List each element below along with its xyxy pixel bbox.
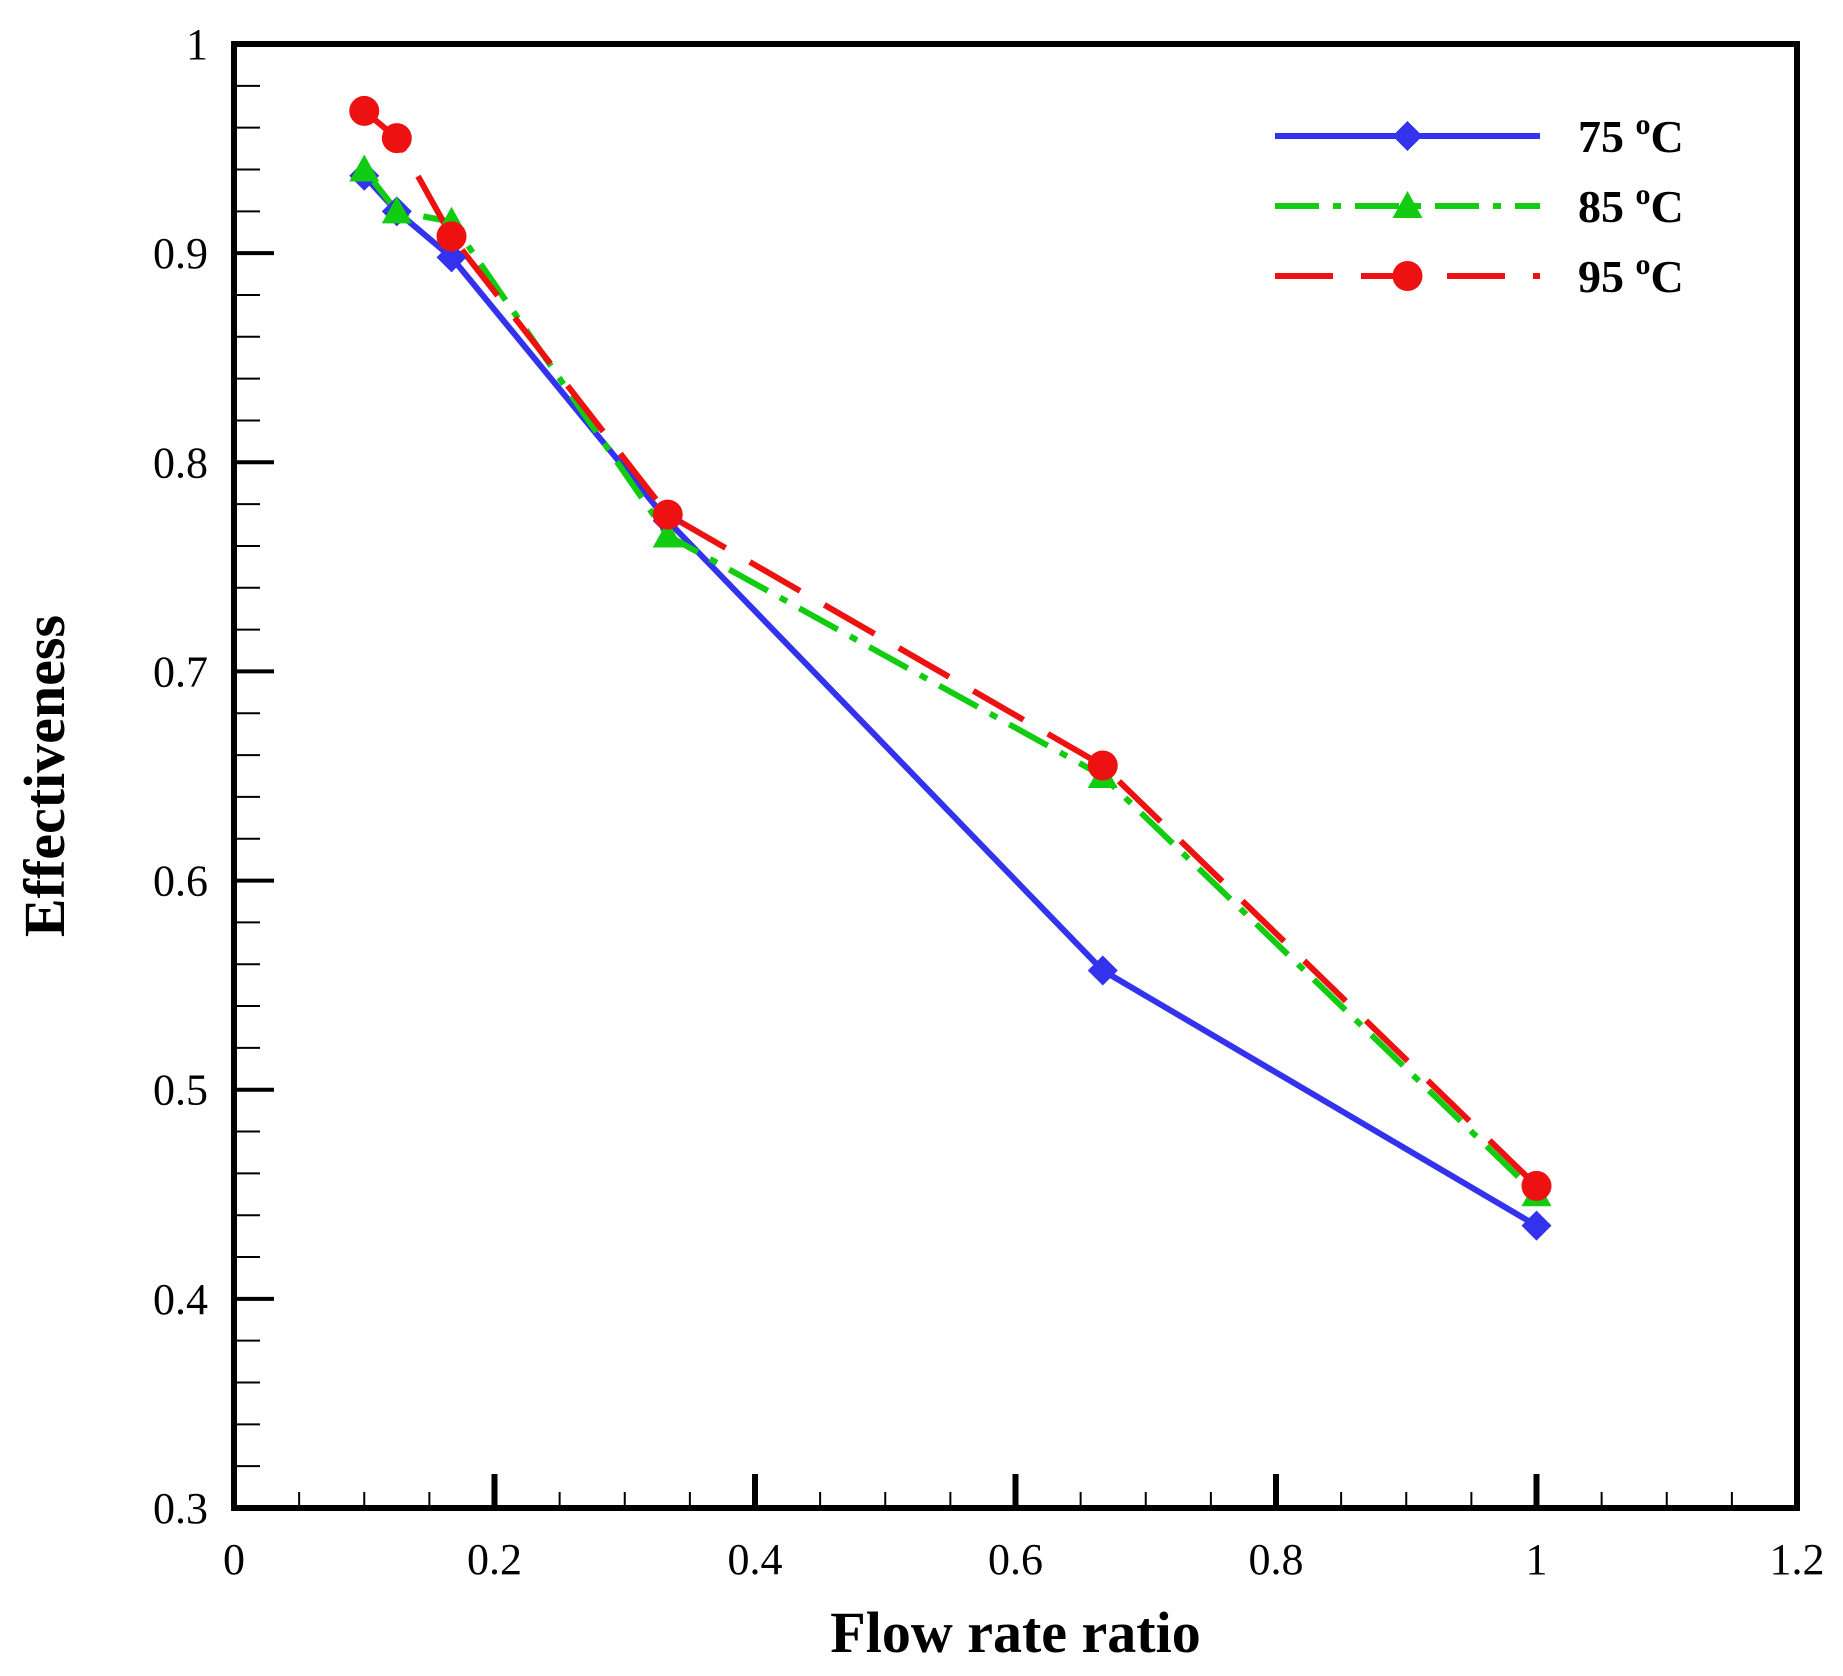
legend-marker-2 — [1392, 261, 1423, 291]
y-tick-label: 0.8 — [153, 438, 208, 487]
data-point-2 — [381, 123, 412, 154]
data-point-2 — [436, 221, 467, 252]
data-point-1 — [652, 520, 683, 548]
y-tick-label: 0.4 — [153, 1275, 208, 1324]
series-line-1 — [361, 167, 1539, 1197]
y-tick-label: 0.6 — [153, 857, 208, 906]
data-point-2 — [349, 95, 380, 126]
legend-label-2: 95 oC — [1578, 248, 1684, 302]
x-tick-label: 0.6 — [988, 1535, 1043, 1584]
data-point-1 — [381, 196, 412, 224]
plot-frame — [231, 41, 1800, 1511]
x-tick-label: 1 — [1526, 1535, 1548, 1584]
data-point-0 — [1087, 955, 1118, 986]
data-point-0 — [436, 242, 467, 273]
major-ticks — [231, 42, 1800, 1510]
series-markers — [349, 95, 1552, 1241]
x-tick-label: 0.2 — [467, 1535, 522, 1584]
legend-marker-1 — [1392, 191, 1423, 218]
y-tick-label: 0.9 — [153, 229, 208, 278]
x-tick-label: 0.4 — [728, 1535, 783, 1584]
legend-label-1: 85 oC — [1578, 178, 1684, 232]
series-line-0 — [362, 173, 1539, 1229]
x-tick-label: 1.2 — [1770, 1535, 1825, 1584]
tick-labels: 0 0.2 0.4 0.6 0.8 1 1.2 0.3 0.4 0.5 0.6 0.7 0.8 0.9 1 — [153, 20, 1825, 1584]
x-axis-title: Flow rate ratio — [830, 1600, 1200, 1665]
x-tick-label: 0.8 — [1249, 1535, 1304, 1584]
y-tick-label: 0.3 — [153, 1484, 208, 1533]
y-tick-label: 1 — [186, 20, 208, 69]
x-tick-label: 0 — [223, 1535, 245, 1584]
y-tick-label: 0.7 — [153, 647, 208, 696]
data-point-2 — [652, 499, 683, 530]
data-point-2 — [1087, 750, 1118, 781]
series-lines — [361, 108, 1539, 1229]
y-tick-label: 0.5 — [153, 1066, 208, 1115]
data-point-0 — [1521, 1210, 1552, 1241]
minor-ticks — [233, 43, 1798, 1509]
legend-marker-0 — [1392, 121, 1423, 151]
data-point-2 — [1521, 1170, 1552, 1201]
legend: 75 oC 85 oC 95 oC — [1275, 108, 1684, 302]
legend-label-0: 75 oC — [1578, 108, 1684, 162]
y-axis-title: Effectiveness — [12, 615, 77, 937]
data-point-1 — [349, 154, 380, 182]
